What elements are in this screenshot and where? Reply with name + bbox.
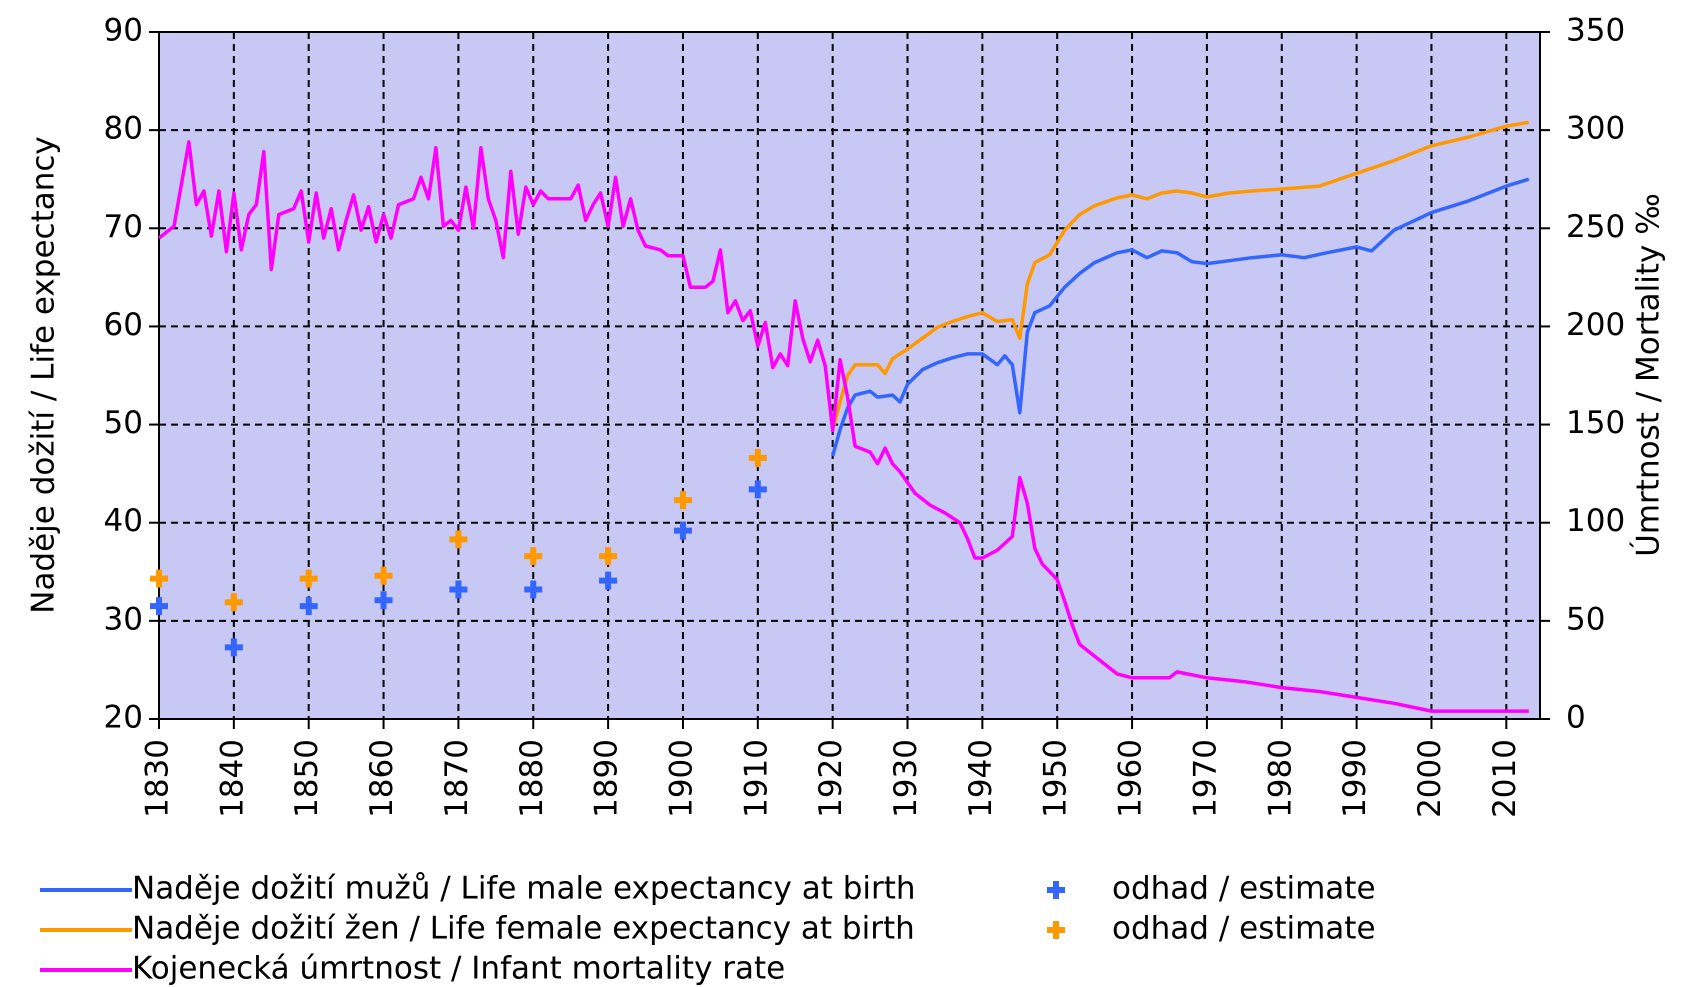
y2-tick-label: 150: [1566, 405, 1625, 441]
x-tick-label: 1950: [1038, 739, 1074, 818]
x-tick-label: 1860: [364, 739, 400, 818]
x-tick-label: 1900: [663, 739, 699, 818]
point: [224, 638, 243, 657]
point: [673, 521, 692, 540]
point: [449, 530, 468, 549]
x-tick-label: 1840: [214, 739, 250, 818]
y-tick-label: 20: [104, 700, 143, 736]
legend-label: odhad / estimate: [1112, 871, 1376, 907]
y-tick-label: 30: [104, 601, 143, 637]
x-tick-label: 1970: [1187, 739, 1223, 818]
y2-axis-label: Úmrtnost / Mortality ‰: [1630, 193, 1667, 557]
x-tick-label: 1830: [140, 739, 176, 818]
y2-tick-label: 0: [1566, 700, 1586, 736]
point: [748, 480, 767, 499]
y2-tick-label: 250: [1566, 209, 1625, 245]
y-tick-label: 70: [104, 209, 143, 245]
line: [831, 120, 1530, 430]
line: [157, 140, 1529, 713]
legend-marker: [1047, 921, 1065, 939]
legend-label: Naděje dožití žen / Life female expectan…: [132, 911, 915, 947]
point: [150, 569, 168, 588]
point: [524, 547, 543, 566]
point: [299, 569, 318, 588]
x-tick-label: 1890: [589, 739, 625, 818]
y2-tick-label: 300: [1566, 111, 1625, 147]
x-tick-label: 1920: [813, 739, 849, 818]
point: [599, 547, 618, 566]
y2-tick-label: 200: [1566, 307, 1625, 343]
point: [374, 566, 393, 585]
line: [831, 177, 1530, 457]
point: [599, 571, 618, 590]
point: [150, 597, 168, 616]
x-tick-label: 1880: [514, 739, 550, 818]
point: [299, 597, 318, 616]
x-tick-label: 1850: [289, 739, 325, 818]
x-tick-label: 2010: [1487, 739, 1523, 818]
legend-label: Kojenecká úmrtnost / Infant mortality ra…: [132, 951, 785, 987]
x-tick-label: 2000: [1412, 739, 1448, 818]
x-tick-label: 1910: [738, 739, 774, 818]
x-tick-label: 1870: [439, 739, 475, 818]
x-tick-label: 1940: [963, 739, 999, 818]
legend-label: Naděje dožití mužů / Life male expectanc…: [132, 871, 916, 907]
plot-border: [158, 31, 1541, 720]
x-tick-label: 1960: [1113, 739, 1149, 818]
point: [524, 580, 543, 599]
x-tick-label: 1930: [888, 739, 924, 818]
y-tick-label: 90: [104, 13, 143, 49]
point: [673, 491, 692, 510]
y-tick-label: 60: [104, 307, 143, 343]
x-tick-label: 1990: [1337, 739, 1373, 818]
legend-label: odhad / estimate: [1112, 911, 1376, 947]
legend-marker: [1047, 881, 1065, 899]
y-tick-label: 80: [104, 111, 143, 147]
x-tick-label: 1980: [1262, 739, 1298, 818]
point: [224, 593, 243, 612]
y2-tick-label: 350: [1566, 13, 1625, 49]
y2-tick-label: 50: [1566, 601, 1605, 637]
point: [449, 580, 468, 599]
point: [374, 591, 393, 610]
point: [748, 448, 767, 467]
y-tick-label: 40: [104, 503, 143, 539]
y-tick-label: 50: [104, 405, 143, 441]
y-axis-label: Naděje dožití / Life expectancy: [26, 136, 62, 614]
y2-tick-label: 100: [1566, 503, 1625, 539]
